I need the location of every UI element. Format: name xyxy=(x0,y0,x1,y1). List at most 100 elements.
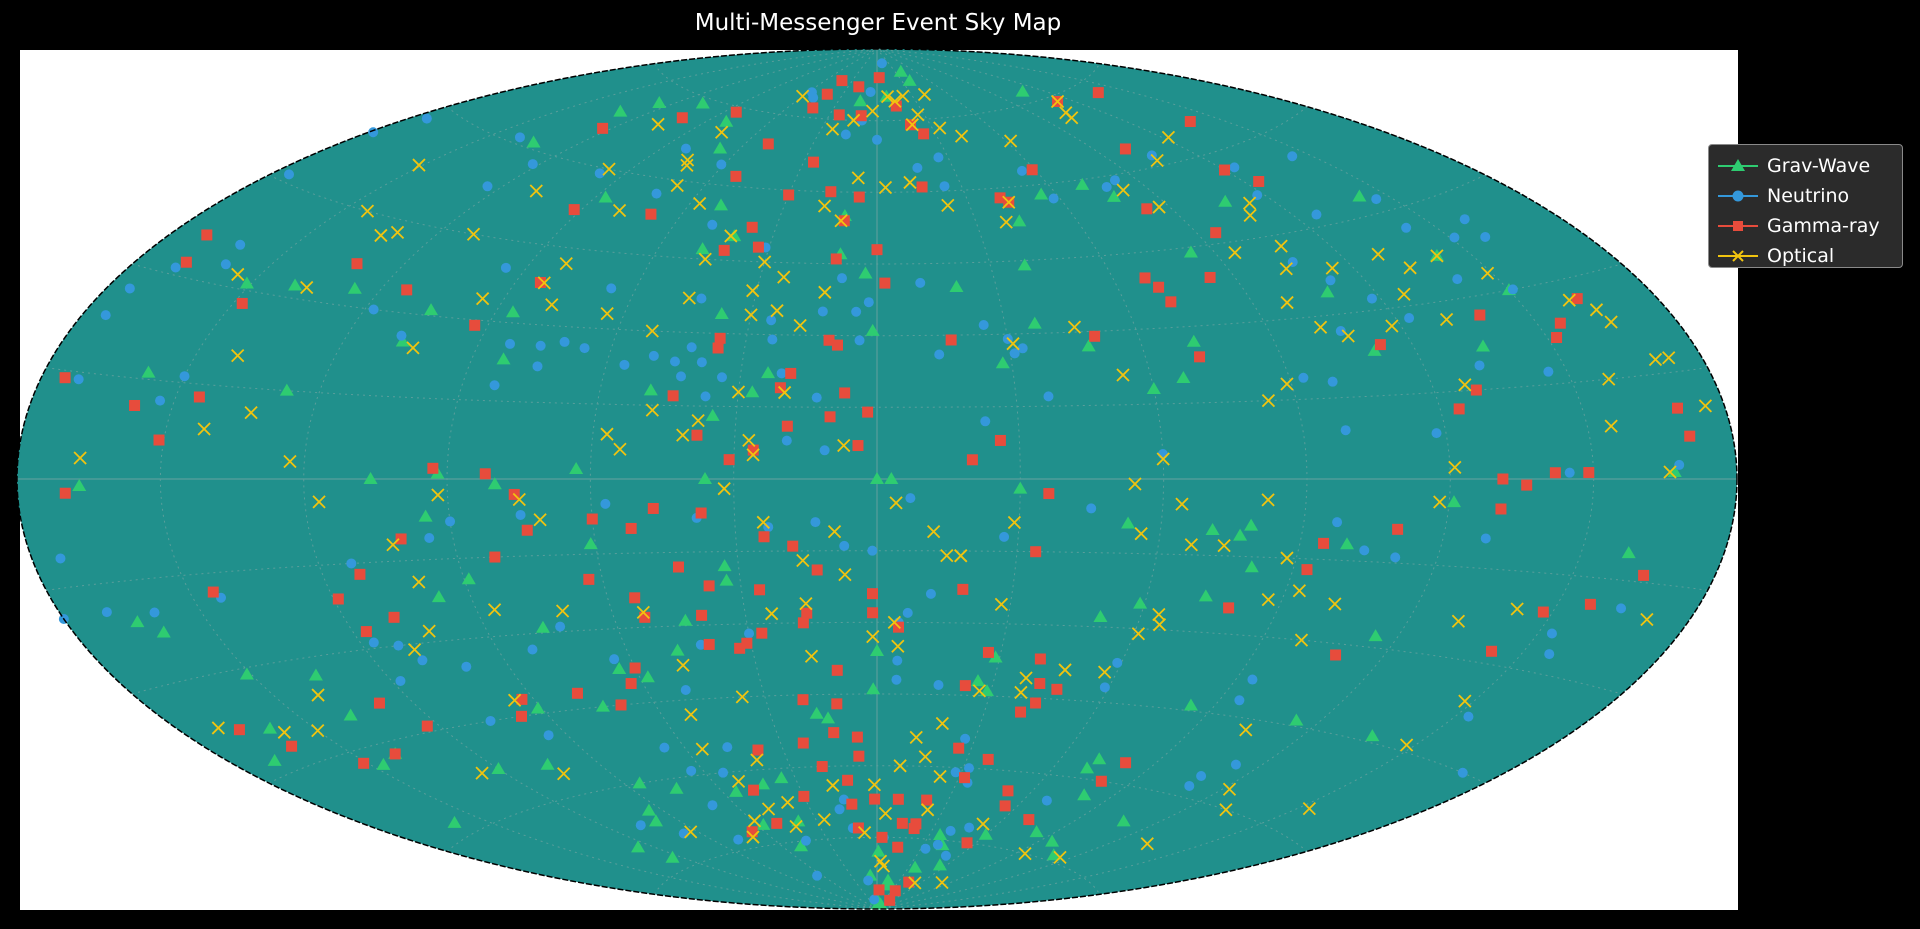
legend-label-neutrino: Neutrino xyxy=(1767,185,1850,207)
data-point-grav-wave xyxy=(1320,285,1335,298)
data-point-optical xyxy=(691,413,705,428)
sky-map-border xyxy=(16,48,1738,910)
data-point-gamma-ray xyxy=(1497,473,1509,485)
data-point-neutrino xyxy=(606,283,617,294)
data-point-neutrino xyxy=(934,349,945,360)
data-point-neutrino xyxy=(1247,674,1258,685)
data-point-optical xyxy=(817,812,831,827)
data-point-gamma-ray xyxy=(1495,503,1507,515)
data-point-gamma-ray xyxy=(153,434,165,446)
data-point-gamma-ray xyxy=(783,189,795,201)
data-point-gamma-ray xyxy=(676,112,688,124)
data-point-optical xyxy=(905,118,919,132)
data-point-optical xyxy=(1385,319,1399,333)
data-point-gamma-ray xyxy=(999,800,1011,812)
data-point-gamma-ray xyxy=(388,611,400,623)
data-point-optical xyxy=(796,553,810,568)
data-point-neutrino xyxy=(124,283,135,294)
data-point-neutrino xyxy=(1234,695,1245,706)
data-point-neutrino xyxy=(722,742,733,753)
data-point-optical xyxy=(825,122,840,136)
data-point-optical xyxy=(893,759,907,773)
data-point-grav-wave xyxy=(717,559,732,572)
data-point-neutrino xyxy=(346,558,357,569)
data-point-optical xyxy=(1403,261,1417,275)
data-point-neutrino xyxy=(235,239,246,250)
data-point-grav-wave xyxy=(496,352,511,365)
data-point-neutrino xyxy=(417,655,428,666)
data-point-gamma-ray xyxy=(758,531,770,543)
data-point-optical xyxy=(851,171,865,185)
longitude-gridline xyxy=(446,48,878,910)
data-point-optical xyxy=(1140,837,1154,851)
data-point-gamma-ray xyxy=(876,831,888,843)
data-point-optical xyxy=(682,291,696,305)
data-point-gamma-ray xyxy=(839,387,851,399)
data-point-grav-wave xyxy=(870,472,884,484)
data-point-grav-wave xyxy=(640,670,655,683)
data-point-gamma-ray xyxy=(1139,272,1151,284)
data-point-grav-wave xyxy=(1218,194,1233,207)
data-point-optical xyxy=(1325,261,1339,275)
data-point-gamma-ray xyxy=(1571,293,1583,305)
square-marker-icon xyxy=(1718,221,1758,231)
data-point-optical xyxy=(1328,597,1342,611)
data-point-gamma-ray xyxy=(730,106,742,118)
data-point-optical xyxy=(1562,293,1576,307)
data-point-gamma-ray xyxy=(1204,271,1216,283)
data-point-gamma-ray xyxy=(639,611,651,623)
data-point-optical xyxy=(735,690,749,704)
data-point-neutrino xyxy=(1332,517,1343,528)
data-point-neutrino xyxy=(559,336,570,347)
data-point-optical xyxy=(1604,419,1618,433)
data-point-optical xyxy=(312,495,326,509)
data-point-optical xyxy=(1152,607,1166,622)
data-point-optical xyxy=(837,438,851,453)
data-point-optical xyxy=(920,803,935,817)
data-point-optical xyxy=(724,229,738,243)
data-point-grav-wave xyxy=(970,674,985,687)
data-point-neutrino xyxy=(421,113,432,124)
data-point-optical xyxy=(651,117,665,131)
data-point-gamma-ray xyxy=(667,390,679,402)
data-point-optical xyxy=(765,607,779,621)
data-point-optical xyxy=(680,158,694,172)
data-point-grav-wave xyxy=(1244,560,1259,573)
data-point-optical xyxy=(73,451,87,465)
data-point-optical xyxy=(1261,593,1275,607)
data-point-gamma-ray xyxy=(1194,351,1206,363)
data-point-neutrino xyxy=(863,875,874,886)
data-point-neutrino xyxy=(514,132,525,143)
data-point-optical xyxy=(1152,618,1167,632)
data-point-optical xyxy=(887,615,901,629)
data-point-gamma-ray xyxy=(853,191,865,203)
data-point-neutrino xyxy=(482,181,493,192)
data-point-gamma-ray xyxy=(921,794,933,806)
data-point-gamma-ray xyxy=(1486,645,1498,657)
data-point-optical xyxy=(1279,262,1293,276)
data-point-neutrino xyxy=(839,540,850,551)
data-point-optical xyxy=(557,767,571,781)
data-point-neutrino xyxy=(669,356,680,367)
data-point-gamma-ray xyxy=(797,617,809,629)
data-point-optical xyxy=(761,802,776,816)
data-point-neutrino xyxy=(1311,209,1322,220)
data-point-optical xyxy=(918,750,932,764)
data-point-optical xyxy=(466,227,481,241)
longitude-gridline xyxy=(876,48,1308,910)
data-point-grav-wave xyxy=(1121,516,1136,529)
data-point-gamma-ray xyxy=(890,100,902,112)
data-point-gamma-ray xyxy=(696,609,708,621)
data-point-gamma-ray xyxy=(1141,203,1153,215)
data-point-gamma-ray xyxy=(823,334,835,346)
data-point-optical xyxy=(954,549,968,563)
data-point-gamma-ray xyxy=(945,334,957,346)
data-point-optical xyxy=(698,252,712,266)
data-point-optical xyxy=(826,778,840,793)
data-point-gamma-ray xyxy=(831,698,843,710)
data-point-neutrino xyxy=(55,553,66,564)
data-point-grav-wave xyxy=(363,472,378,484)
data-point-gamma-ray xyxy=(830,253,842,265)
data-point-grav-wave xyxy=(1233,528,1248,541)
data-point-grav-wave xyxy=(288,278,303,291)
